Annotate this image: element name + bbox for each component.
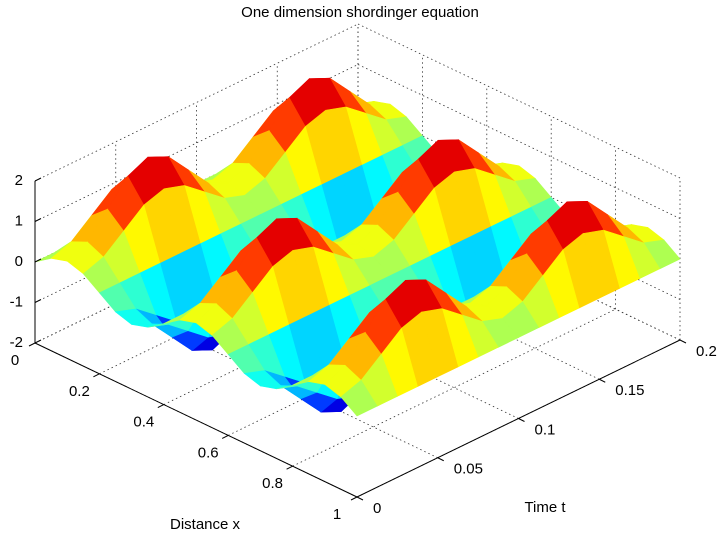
y-tick <box>679 339 687 344</box>
x-tick-label: 0 <box>11 352 19 369</box>
z-tick-label: 1 <box>15 212 23 229</box>
x-tick <box>93 373 100 378</box>
x-tick-label: 0.8 <box>262 475 283 492</box>
grid-line <box>357 64 681 219</box>
surface-patch <box>340 379 378 417</box>
y-tick <box>518 418 525 422</box>
axes-layer: 0 0.2 0.4 0.6 0.8 1 0 0.05 0.1 0.15 0.2 -2 -1 0 1 2 <box>10 172 717 523</box>
x-tick-label: 0.2 <box>69 383 90 400</box>
z-tick <box>34 339 42 344</box>
y-tick <box>437 457 444 462</box>
y-axis-label: Time t <box>524 499 566 516</box>
grid-line <box>34 185 359 344</box>
y-tick-label: 0 <box>373 500 381 517</box>
y-tick <box>356 496 364 501</box>
z-tick <box>34 299 42 303</box>
y-tick-label: 0.05 <box>454 461 483 478</box>
grid-line <box>163 247 487 405</box>
x-tick-label: 0.6 <box>198 444 219 461</box>
grid-line <box>292 308 616 467</box>
z-tick <box>34 258 42 263</box>
x-axis <box>34 342 358 498</box>
y-tick <box>599 378 606 383</box>
surface <box>34 77 681 417</box>
y-tick-label: 0.15 <box>615 382 644 399</box>
z-tick-label: -2 <box>10 334 23 351</box>
x-tick <box>157 404 165 409</box>
grid-line <box>34 23 359 182</box>
grid-line <box>34 64 359 222</box>
x-axis-label: Distance x <box>170 516 241 533</box>
grid-line <box>228 278 552 436</box>
z-tick-label: -1 <box>10 293 23 310</box>
x-tick <box>350 496 358 501</box>
x-tick <box>286 465 293 470</box>
z-tick-label: 2 <box>15 172 23 189</box>
z-tick <box>34 218 42 222</box>
grid-line <box>99 216 423 375</box>
x-tick <box>28 342 36 347</box>
grid-line <box>357 23 681 179</box>
x-tick-label: 1 <box>333 506 341 523</box>
y-tick-label: 0.1 <box>535 421 556 438</box>
z-tick <box>34 177 42 182</box>
x-tick <box>221 434 229 439</box>
z-tick-label: 0 <box>15 253 23 270</box>
y-tick-label: 0.2 <box>696 343 717 360</box>
x-tick-label: 0.4 <box>133 414 154 431</box>
chart-title: One dimension shordinger equation <box>241 4 479 21</box>
